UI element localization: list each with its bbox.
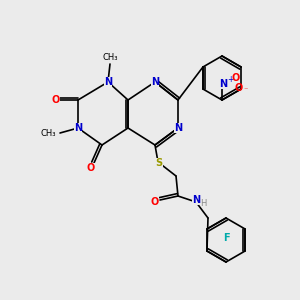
Text: S: S — [155, 158, 163, 168]
Text: N: N — [192, 195, 200, 205]
Text: N: N — [151, 77, 159, 87]
Text: N: N — [104, 77, 112, 87]
Text: H: H — [200, 199, 206, 208]
Text: O: O — [52, 95, 60, 105]
Text: N: N — [74, 123, 82, 133]
Text: ⁻: ⁻ — [244, 85, 248, 94]
Text: O: O — [151, 197, 159, 207]
Text: CH₃: CH₃ — [40, 128, 56, 137]
Text: O: O — [232, 73, 240, 83]
Text: CH₃: CH₃ — [102, 52, 118, 62]
Text: N: N — [219, 79, 227, 89]
Text: O: O — [235, 83, 243, 93]
Text: N: N — [174, 123, 182, 133]
Text: F: F — [223, 233, 229, 243]
Text: +: + — [227, 76, 233, 85]
Text: O: O — [87, 163, 95, 173]
